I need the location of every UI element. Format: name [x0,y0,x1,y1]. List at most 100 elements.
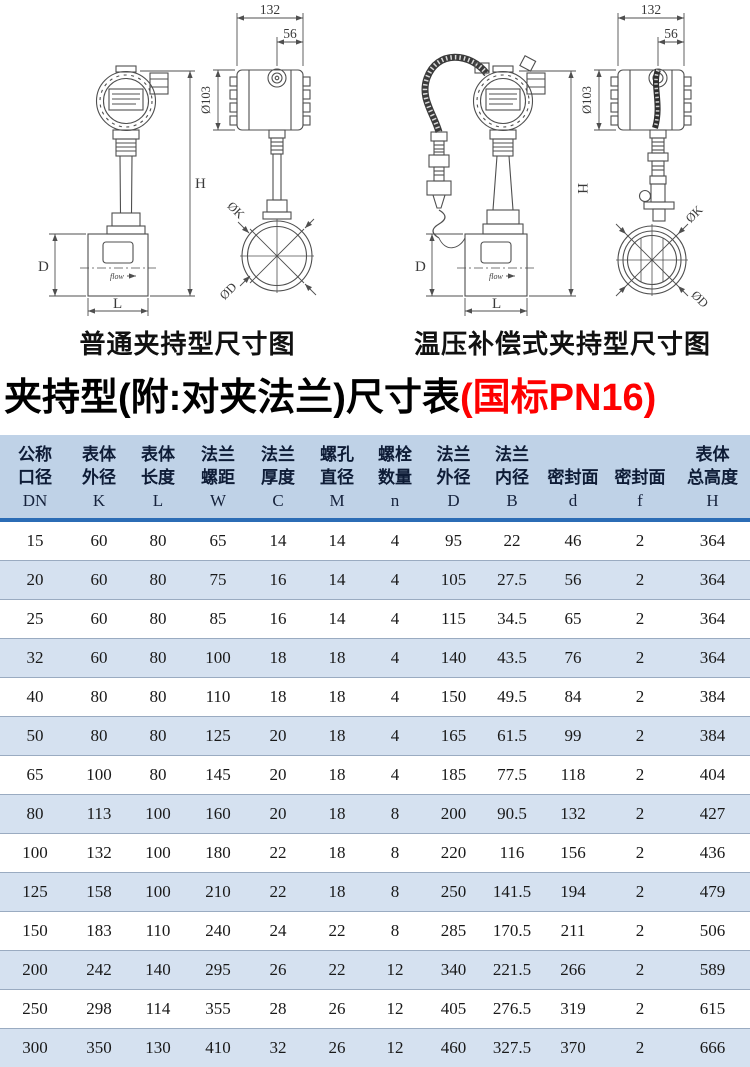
table-cell: 150 [0,910,70,951]
table-cell: 15 [26,530,44,550]
table-cell: 8 [366,832,424,873]
table-cell: 4 [366,715,424,756]
table-cell: 2 [605,832,675,873]
table-cell: 12 [366,988,424,1029]
table-cell: 250 [424,871,483,912]
table-cell: 16 [248,598,308,639]
table-cell: 65 [541,598,605,639]
table-cell: 18 [308,715,366,756]
table-cell: 355 [188,988,248,1029]
dim-H-label: H [195,176,206,192]
table-cell: 404 [675,754,750,795]
table-cell: 364 [675,559,750,600]
table-cell: 2 [605,988,675,1029]
dim-diaD-label: ØD [688,288,711,311]
table-cell: 350 [70,1027,128,1067]
table-cell: 34.5 [483,598,541,639]
table-cell: 80 [70,676,128,717]
table-cell: 22 [503,530,521,550]
table-cell: 90.5 [483,793,541,834]
table-cell: 26 [308,988,366,1029]
table-cell: 370 [541,1027,605,1067]
table-cell: 364 [699,530,726,550]
column-header: 螺孔 直径 M [308,434,366,522]
table-cell: 80 [70,715,128,756]
figure-caption-temp-pressure: 温压补偿式夹持型尺寸图 [413,329,711,359]
table-cell: 4 [390,530,400,550]
table-cell: 18 [248,676,308,717]
table-cell: 364 [675,637,750,678]
column-header: 螺栓 数量 n [366,434,424,522]
temp-pressure-clamp-drawing: 132 56 Ø103 H D L ØK ØD flow [415,2,711,316]
table-cell: 100 [128,871,188,912]
page-title-main: 夹持型(附:对夹法兰)尺寸表 [4,377,460,419]
dim-L-label: L [492,296,501,312]
table-row: 25 60 80 85 16 14 4 115 34.5 65 2 364 [0,598,750,639]
table-cell: 4 [366,676,424,717]
table-cell: 319 [541,988,605,1029]
table-cell: 2 [605,910,675,951]
table-cell: 118 [541,754,605,795]
table-cell: 20 [248,793,308,834]
table-row: 40 80 80 110 18 18 4 150 49.5 84 2 384 [0,676,750,717]
table-cell: 18 [308,871,366,912]
table-cell: 75 [188,559,248,600]
standard-clamp-drawing: 132 56 Ø103 H D L ØK ØD flow [38,2,317,316]
figure-temp-pressure-clamp: 132 56 Ø103 H D L ØK ØD flow 温压补偿式夹持型尺寸图 [375,0,750,361]
dim-dia103-label: Ø103 [580,86,594,114]
table-cell: 20 [248,715,308,756]
table-cell: 113 [70,793,128,834]
table-cell: 22 [308,949,366,990]
table-cell: 2 [605,949,675,990]
table-cell: 185 [424,754,483,795]
table-cell: 18 [308,793,366,834]
table-cell: 2 [605,1027,675,1067]
table-cell: 2 [605,637,675,678]
table-cell: 165 [424,715,483,756]
table-cell: 2 [605,871,675,912]
dim-132-label: 132 [260,2,280,17]
dim-132-label: 132 [641,2,661,17]
table-cell: 14 [308,559,366,600]
table-row: 200 242 140 295 26 22 12 340 221.5 266 2 589 [0,949,750,990]
table-cell: 22 [248,832,308,873]
table-cell: 49.5 [483,676,541,717]
table-row: 50 80 80 125 20 18 4 165 61.5 99 2 384 [0,715,750,756]
table-cell: 114 [128,988,188,1029]
table-cell: 12 [366,1027,424,1067]
column-header: 表体 长度 L [128,434,188,522]
table-cell: 242 [70,949,128,990]
table-cell: 160 [188,793,248,834]
table-cell: 26 [248,949,308,990]
table-cell: 2 [605,715,675,756]
table-row: 15 60 80 65 14 14 4 95 22 46 2 364 [0,520,750,561]
table-header-row: 公称 口径 DN 表体 外径 K 表体 长度 L 法兰 螺距 W 法兰 厚度 C 螺孔 直径 M 螺栓 数量 n 法兰 外径… [0,434,750,522]
column-header: 法兰 螺距 W [188,434,248,522]
column-header: 法兰 外径 D [424,434,483,522]
table-cell: 24 [248,910,308,951]
table-cell: 116 [483,832,541,873]
table-cell: 65 [0,754,70,795]
flow-label: flow [110,272,124,281]
table-cell: 115 [424,598,483,639]
table-cell: 50 [0,715,70,756]
table-cell: 250 [0,988,70,1029]
table-cell: 4 [366,754,424,795]
table-cell: 100 [128,832,188,873]
page-title: 夹持型(附:对夹法兰)尺寸表(国标PN16) [4,377,750,420]
table-cell: 100 [0,832,70,873]
table-cell: 14 [269,530,287,550]
table-cell: 2 [605,676,675,717]
table-cell: 2 [605,598,675,639]
table-cell: 80 [128,754,188,795]
table-cell: 130 [128,1027,188,1067]
table-row: 65 100 80 145 20 18 4 185 77.5 118 2 404 [0,754,750,795]
table-cell: 80 [128,598,188,639]
table-cell: 364 [675,598,750,639]
table-cell: 615 [675,988,750,1029]
table-cell: 14 [328,530,346,550]
table-cell: 43.5 [483,637,541,678]
table-row: 300 350 130 410 32 26 12 460 327.5 370 2 666 [0,1027,750,1067]
table-cell: 276.5 [483,988,541,1029]
table-row: 20 60 80 75 16 14 4 105 27.5 56 2 364 [0,559,750,600]
